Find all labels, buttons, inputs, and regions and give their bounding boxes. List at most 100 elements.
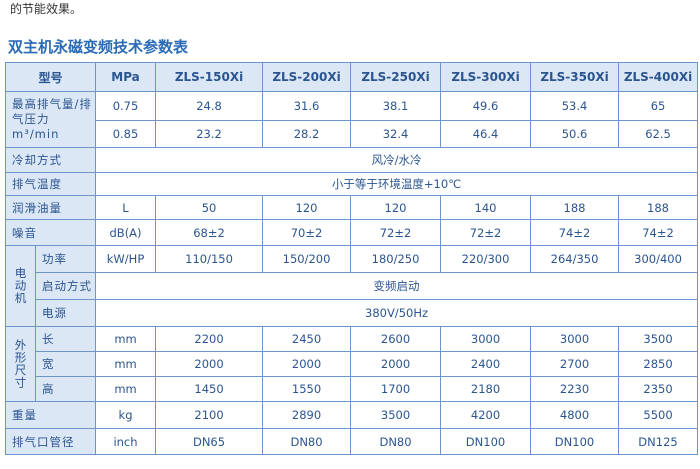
cell: mm xyxy=(95,376,157,402)
cell: DN125 xyxy=(618,428,699,455)
cell: 220/300 xyxy=(440,245,532,273)
cell: 2100 xyxy=(155,401,264,429)
row-label: 宽 xyxy=(34,351,97,377)
header-cell: ZLS-150Xi xyxy=(155,62,264,92)
cell: 2000 xyxy=(262,351,352,377)
row-label: 噪音 xyxy=(4,219,97,246)
cell: 2180 xyxy=(440,376,532,402)
cell: 53.4 xyxy=(530,91,620,121)
table-row: 排气口管径 inch DN65 DN80 DN80 DN100 DN100 DN125 xyxy=(4,428,699,455)
table-row: 噪音 dB(A) 68±2 70±2 72±2 72±2 74±2 74±2 xyxy=(4,219,699,246)
cell: 1450 xyxy=(155,376,264,402)
table-row: 启动方式 变频启动 xyxy=(6,272,699,300)
cell: 3500 xyxy=(350,401,442,429)
header-cell: MPa xyxy=(95,62,157,92)
table-title: 双主机永磁变频技术参数表 xyxy=(8,38,189,56)
header-cell: ZLS-400Xi xyxy=(618,62,699,92)
cell: 31.6 xyxy=(262,91,352,121)
cell: DN65 xyxy=(155,428,264,455)
row-label: 启动方式 xyxy=(34,272,97,300)
cell: DN80 xyxy=(350,428,442,455)
cell: DN100 xyxy=(440,428,532,455)
table-row: 宽 mm 2000 2000 2000 2400 2700 2850 xyxy=(6,351,699,377)
table-row: 重量 kg 2100 2890 3500 4200 4800 5500 xyxy=(4,401,699,429)
cell: 2230 xyxy=(530,376,620,402)
header-cell: ZLS-200Xi xyxy=(262,62,352,92)
cell: 140 xyxy=(440,195,532,220)
cell: 2000 xyxy=(350,351,442,377)
cell: kg xyxy=(95,401,157,429)
cell: 70±2 xyxy=(262,219,352,246)
table-row: 冷却方式 风冷/水冷 xyxy=(4,147,699,173)
cell: 0.85 xyxy=(95,120,157,148)
cell: inch xyxy=(95,428,157,455)
table-row: 0.85 23.2 28.2 32.4 46.4 50.6 62.5 xyxy=(6,120,699,148)
table-row: 润滑油量 L 50 120 120 140 188 188 xyxy=(4,195,699,220)
spec-table: 型号 MPa ZLS-150Xi ZLS-200Xi ZLS-250Xi ZLS-300X… xyxy=(4,62,699,455)
cell: L xyxy=(95,195,157,220)
cell: 150/200 xyxy=(262,245,352,273)
span-cell: 380V/50Hz xyxy=(95,299,699,327)
row-label: 润滑油量 xyxy=(4,195,97,220)
table-row: 最高排气量/排气压力 m³/min 0.75 24.8 31.6 38.1 49.6 53.4… xyxy=(4,91,699,148)
cell: 0.75 xyxy=(95,91,157,121)
cell: 120 xyxy=(350,195,442,220)
cell: 2890 xyxy=(262,401,352,429)
cell: 2350 xyxy=(618,376,699,402)
cell: 68±2 xyxy=(155,219,264,246)
cell: 5500 xyxy=(618,401,699,429)
cell: 3500 xyxy=(618,326,699,352)
cell: 300/400 xyxy=(618,245,699,273)
table-row: 电动机 功率 kW/HP 110/150 150/200 180/250 220/300 26… xyxy=(5,245,699,327)
row-label: 功率 xyxy=(34,245,97,273)
cell: 188 xyxy=(530,195,620,220)
cell: 28.2 xyxy=(262,120,352,148)
group-label: 电动机 xyxy=(5,245,36,327)
cell: 50 xyxy=(155,195,264,220)
table-row: 排气温度 小于等于环境温度+10℃ xyxy=(4,172,699,196)
row-label: 排气口管径 xyxy=(4,428,97,455)
cell: 2700 xyxy=(530,351,620,377)
row-label: 长 xyxy=(34,326,97,352)
cell: 188 xyxy=(618,195,699,220)
cell: 120 xyxy=(262,195,352,220)
cell: 72±2 xyxy=(440,219,532,246)
cell: 38.1 xyxy=(350,91,442,121)
header-cell: ZLS-300Xi xyxy=(440,62,532,92)
cell: 264/350 xyxy=(530,245,620,273)
cell: mm xyxy=(95,351,157,377)
cell: 62.5 xyxy=(618,120,699,148)
row-label: 排气温度 xyxy=(4,172,97,196)
cell: mm xyxy=(95,326,157,352)
cell: 3000 xyxy=(530,326,620,352)
cell: 23.2 xyxy=(155,120,264,148)
row-label: 冷却方式 xyxy=(4,147,97,173)
cell: 1550 xyxy=(262,376,352,402)
cell: 1700 xyxy=(350,376,442,402)
cell: 4800 xyxy=(530,401,620,429)
span-cell: 变频启动 xyxy=(95,272,699,300)
header-cell: ZLS-350Xi xyxy=(530,62,620,92)
header-cell: 型号 xyxy=(4,62,97,92)
cell: 65 xyxy=(618,91,699,121)
cell: 2850 xyxy=(618,351,699,377)
cell: 2000 xyxy=(155,351,264,377)
cell: DN100 xyxy=(530,428,620,455)
cell: 49.6 xyxy=(440,91,532,121)
cell: 4200 xyxy=(440,401,532,429)
table-row: 电源 380V/50Hz xyxy=(6,299,699,327)
cell: 74±2 xyxy=(618,219,699,246)
cell: 32.4 xyxy=(350,120,442,148)
row-label: 最高排气量/排气压力 m³/min xyxy=(4,91,97,148)
cell: 74±2 xyxy=(530,219,620,246)
cell: 50.6 xyxy=(530,120,620,148)
cell: 2600 xyxy=(350,326,442,352)
cell: DN80 xyxy=(262,428,352,455)
cell: kW/HP xyxy=(95,245,157,273)
row-label: 高 xyxy=(34,376,97,402)
group-label: 外形尺寸 xyxy=(5,326,36,402)
row-label: 电源 xyxy=(34,299,97,327)
cell: 72±2 xyxy=(350,219,442,246)
cell: 2400 xyxy=(440,351,532,377)
